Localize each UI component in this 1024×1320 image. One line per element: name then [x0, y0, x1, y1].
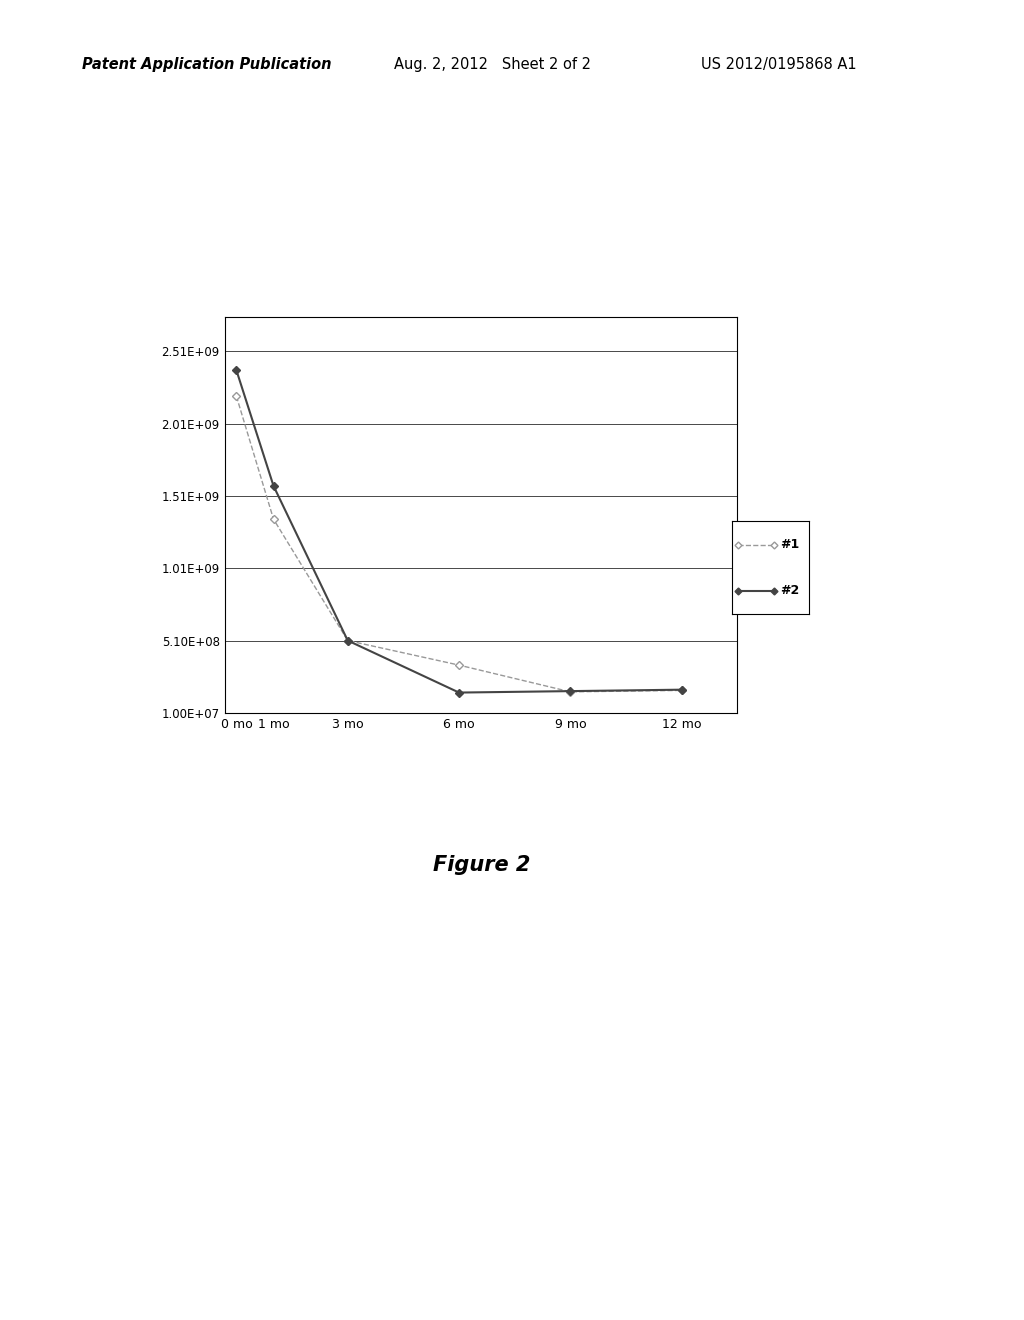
- Text: #2: #2: [780, 585, 799, 597]
- Text: #1: #1: [780, 539, 799, 550]
- Text: Figure 2: Figure 2: [432, 854, 530, 875]
- Text: Patent Application Publication: Patent Application Publication: [82, 57, 332, 71]
- Text: Aug. 2, 2012   Sheet 2 of 2: Aug. 2, 2012 Sheet 2 of 2: [394, 57, 591, 71]
- Text: US 2012/0195868 A1: US 2012/0195868 A1: [701, 57, 857, 71]
